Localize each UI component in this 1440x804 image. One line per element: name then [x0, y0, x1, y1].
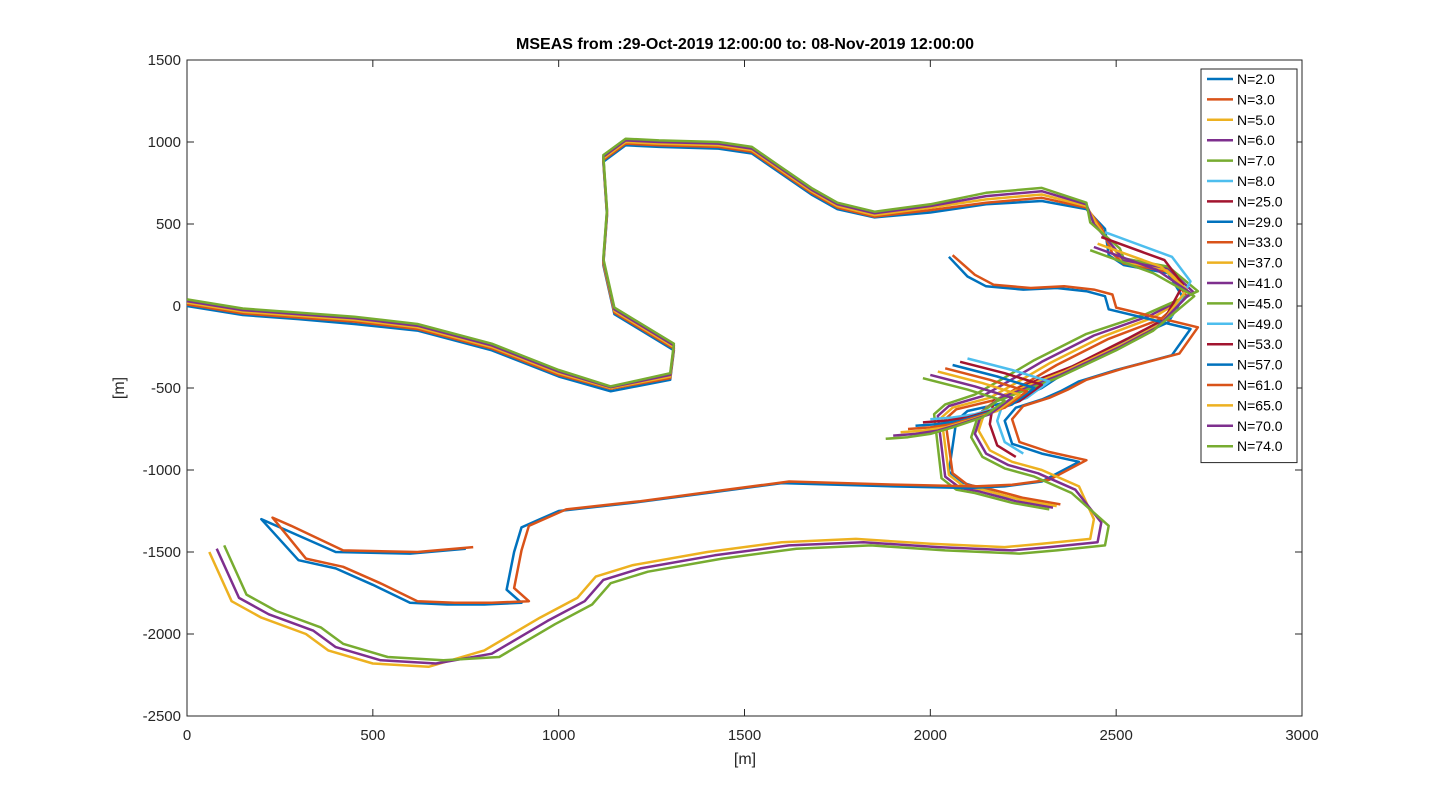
- legend-label: N=74.0: [1237, 438, 1283, 454]
- chart-title: MSEAS from :29-Oct-2019 12:00:00 to: 08-…: [516, 36, 974, 53]
- legend-label: N=6.0: [1237, 132, 1275, 148]
- x-tick-label: 1500: [728, 727, 761, 744]
- legend-item: N=65.0: [1207, 397, 1283, 413]
- legend-label: N=25.0: [1237, 193, 1283, 209]
- legend-item: N=8.0: [1207, 173, 1275, 189]
- y-tick-label: -500: [151, 380, 181, 397]
- legend-item: N=61.0: [1207, 377, 1283, 393]
- legend-label: N=8.0: [1237, 173, 1275, 189]
- legend: N=2.0 N=3.0 N=5.0 N=6.0 N=7.0 N=8.0 N=25.0 N=29…: [1200, 68, 1298, 464]
- x-tick-label: 2000: [914, 727, 947, 744]
- series-line-19: [885, 376, 1006, 441]
- x-tick-label: 1000: [542, 727, 575, 744]
- y-tick-label: 0: [173, 298, 181, 315]
- legend-label: N=57.0: [1237, 357, 1283, 373]
- legend-label: N=29.0: [1237, 214, 1283, 230]
- y-tick-label: 500: [156, 216, 181, 233]
- legend-item: N=74.0: [1207, 438, 1283, 454]
- y-axis-ticks: 1500 1000 500 0 -500 -1000 -1500 -2000 -2500: [143, 52, 1302, 725]
- legend-label: N=53.0: [1237, 336, 1283, 352]
- legend-item: N=70.0: [1207, 418, 1283, 434]
- legend-item: N=41.0: [1207, 275, 1283, 291]
- legend-label: N=65.0: [1237, 397, 1283, 413]
- legend-item: N=2.0: [1207, 71, 1275, 87]
- series-line-8: [260, 255, 1192, 606]
- y-tick-label: 1500: [148, 52, 181, 69]
- legend-item: N=25.0: [1207, 193, 1283, 209]
- x-axis-label: [m]: [734, 751, 756, 768]
- y-tick-label: -2500: [143, 708, 181, 725]
- legend-item: N=45.0: [1207, 295, 1283, 311]
- legend-label: N=2.0: [1237, 71, 1275, 87]
- legend-label: N=45.0: [1237, 295, 1283, 311]
- legend-label: N=33.0: [1237, 234, 1283, 250]
- legend-label: N=5.0: [1237, 112, 1275, 128]
- legend-label: N=49.0: [1237, 316, 1283, 332]
- legend-item: N=29.0: [1207, 214, 1283, 230]
- legend-label: N=3.0: [1237, 91, 1275, 107]
- legend-label: N=37.0: [1237, 255, 1283, 271]
- series-line-9: [271, 254, 1200, 605]
- legend-label: N=7.0: [1237, 153, 1275, 169]
- legend-item: N=49.0: [1207, 316, 1283, 332]
- legend-item: N=37.0: [1207, 255, 1283, 271]
- series-line-5: [186, 137, 1200, 511]
- x-tick-label: 3000: [1285, 727, 1318, 744]
- legend-item: N=6.0: [1207, 132, 1275, 148]
- series-line-10: [208, 242, 1189, 669]
- series-group: [186, 137, 1200, 669]
- y-tick-label: -1500: [143, 544, 181, 561]
- legend-item: N=53.0: [1207, 336, 1283, 352]
- y-axis-label: [m]: [111, 377, 128, 399]
- x-tick-label: 500: [360, 727, 385, 744]
- axes-box: [186, 59, 1303, 717]
- series-line-7: [988, 235, 1185, 458]
- legend-label: N=41.0: [1237, 275, 1283, 291]
- legend-item: N=5.0: [1207, 112, 1275, 128]
- plot-area: [186, 59, 1303, 717]
- y-tick-label: -1000: [143, 462, 181, 479]
- x-tick-label: 2500: [1099, 727, 1132, 744]
- legend-label: N=70.0: [1237, 418, 1283, 434]
- y-tick-label: -2000: [143, 626, 181, 643]
- legend-box: [1200, 68, 1298, 464]
- legend-item: N=57.0: [1207, 357, 1283, 373]
- y-tick-label: 1000: [148, 134, 181, 151]
- legend-item: N=3.0: [1207, 91, 1275, 107]
- x-tick-label: 0: [183, 727, 191, 744]
- legend-label: N=61.0: [1237, 377, 1283, 393]
- x-axis-ticks: 0 500 1000 1500 2000 2500 3000: [183, 60, 1319, 744]
- legend-item: N=33.0: [1207, 234, 1283, 250]
- legend-item: N=7.0: [1207, 153, 1275, 169]
